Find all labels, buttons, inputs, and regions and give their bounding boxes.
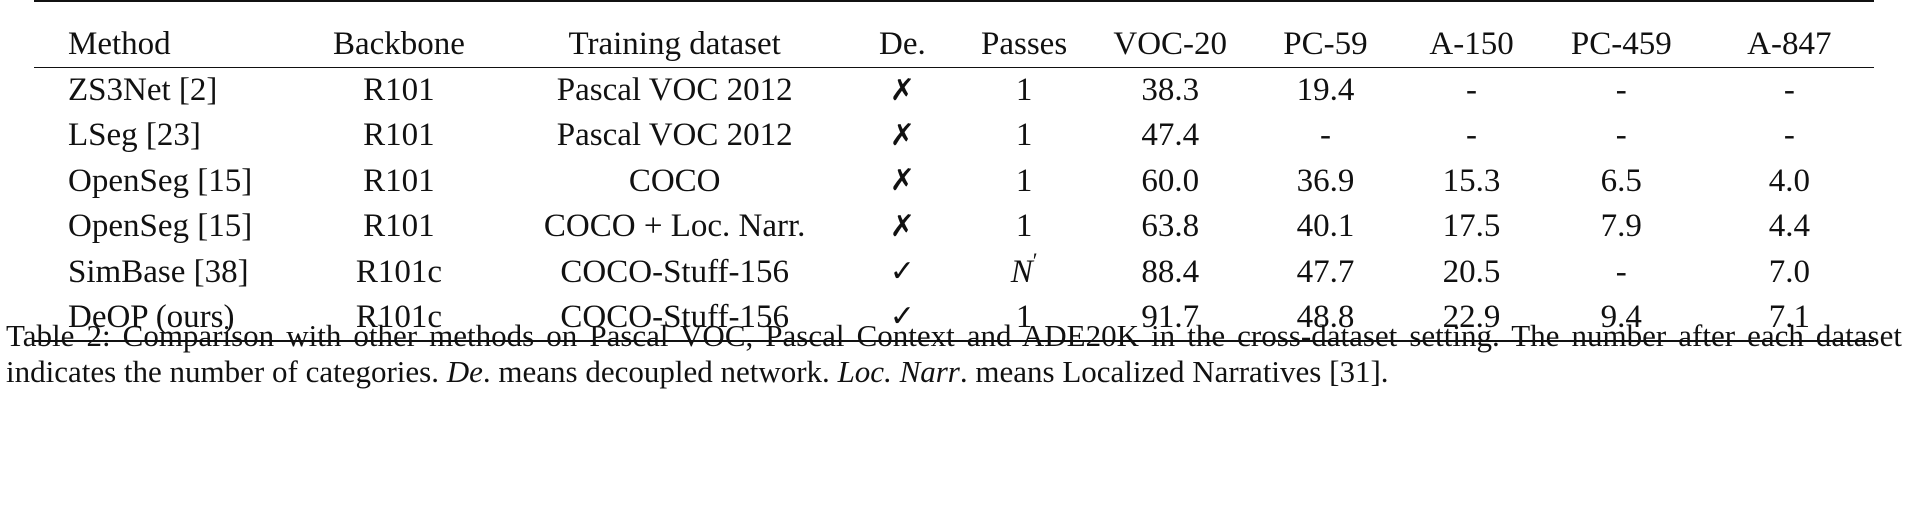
cell-voc20: 88.4 — [1141, 253, 1200, 290]
cell-voc20: 38.3 — [1141, 72, 1200, 108]
cell-dataset: Pascal VOC 2012 — [556, 117, 793, 154]
results-table-container: Method Backbone Training dataset De. Pas… — [34, 0, 1874, 342]
cell-method: OpenSeg [15] — [68, 162, 253, 199]
header-training-dataset: Training dataset — [568, 26, 781, 62]
cell-voc20-best: 91.7 — [1141, 298, 1200, 335]
cell-a847: 4.0 — [1768, 162, 1810, 199]
table-caption: Table 2: Comparison with other methods o… — [6, 318, 1902, 390]
cell-dataset: COCO-Stuff-156 — [560, 298, 789, 335]
cross-mark-icon: ✗ — [889, 72, 915, 108]
cell-voc20: 63.8 — [1141, 208, 1200, 245]
cell-a150-best: 22.9 — [1442, 298, 1501, 335]
header-a150: A-150 — [1429, 26, 1514, 62]
cell-a847: - — [1783, 117, 1795, 154]
cell-backbone: R101 — [363, 117, 435, 154]
cell-pc59-best: 48.8 — [1296, 298, 1355, 335]
header-decoupled: De. — [878, 26, 926, 62]
cell-pc59: 40.1 — [1296, 208, 1355, 245]
results-table: Method Backbone Training dataset De. Pas… — [34, 0, 1874, 342]
cell-backbone: R101c — [355, 298, 442, 335]
cell-backbone: R101 — [363, 208, 435, 245]
check-mark-icon: ✓ — [889, 299, 915, 335]
caption-part-2: . means decoupled network. — [482, 354, 838, 389]
cell-pc59: - — [1319, 117, 1331, 154]
cell-pc459: - — [1615, 117, 1627, 154]
passes-n-prime: N′ — [1010, 249, 1038, 290]
cell-pc459-best: 9.4 — [1600, 298, 1642, 335]
cell-passes: 1 — [1015, 162, 1033, 199]
cell-pc459: - — [1615, 72, 1627, 108]
cell-dataset: COCO + Loc. Narr. — [543, 208, 806, 245]
passes-prime-symbol: ′ — [1032, 247, 1038, 273]
caption-part-1: Table 2: Comparison with other methods o… — [6, 318, 1902, 389]
caption-de-term: De — [446, 354, 483, 389]
header-passes: Passes — [981, 26, 1068, 62]
cell-method: DeOP (ours) — [68, 298, 235, 335]
table-header-row: Method Backbone Training dataset De. Pas… — [34, 1, 1874, 68]
cell-passes: 1 — [1015, 117, 1033, 154]
header-a847: A-847 — [1747, 26, 1832, 62]
header-pc459: PC-459 — [1570, 26, 1672, 62]
cell-backbone: R101c — [355, 253, 442, 290]
cell-a150: - — [1466, 72, 1478, 108]
cell-passes: 1 — [1015, 298, 1033, 335]
cell-backbone: R101 — [363, 72, 435, 108]
table-row: OpenSeg [15] R101 COCO + Loc. Narr. ✗ 1 … — [34, 204, 1874, 250]
cell-pc59: 19.4 — [1296, 72, 1355, 108]
header-voc20: VOC-20 — [1113, 26, 1228, 62]
cell-a847: - — [1783, 72, 1795, 108]
cell-pc59: 47.7 — [1296, 253, 1355, 290]
cross-mark-icon: ✗ — [889, 117, 915, 153]
cell-method: LSeg [23] — [68, 117, 201, 154]
caption-part-3: . means Localized Narratives [31]. — [959, 354, 1389, 389]
cell-pc459: 6.5 — [1600, 162, 1642, 199]
cell-pc459: 7.9 — [1600, 208, 1642, 245]
check-mark-icon: ✓ — [889, 254, 915, 290]
cell-pc59: 36.9 — [1296, 162, 1355, 199]
cell-a847: 4.4 — [1768, 208, 1810, 245]
table-row: LSeg [23] R101 Pascal VOC 2012 ✗ 1 47.4 … — [34, 113, 1874, 159]
cross-mark-icon: ✗ — [889, 208, 915, 244]
cell-voc20: 60.0 — [1141, 162, 1200, 199]
header-backbone: Backbone — [332, 26, 465, 62]
cell-a847: 7.0 — [1768, 253, 1810, 290]
cell-passes: 1 — [1015, 208, 1033, 245]
cell-dataset: COCO — [628, 162, 721, 199]
cell-pc459: - — [1615, 253, 1627, 290]
table-row: DeOP (ours) R101c COCO-Stuff-156 ✓ 1 91.… — [34, 295, 1874, 341]
cell-a150: - — [1466, 117, 1478, 154]
cell-a150: 20.5 — [1442, 253, 1501, 290]
cell-voc20: 47.4 — [1141, 117, 1200, 154]
header-method: Method — [68, 26, 171, 62]
cell-method: ZS3Net [2] — [68, 72, 218, 108]
header-pc59: PC-59 — [1283, 26, 1368, 62]
cell-method: SimBase [38] — [68, 253, 249, 290]
cell-dataset: Pascal VOC 2012 — [556, 72, 793, 108]
cross-mark-icon: ✗ — [889, 163, 915, 199]
cell-passes: 1 — [1015, 72, 1033, 108]
caption-locnarr-term: Loc. Narr — [837, 354, 960, 389]
cell-a150: 15.3 — [1442, 162, 1501, 199]
table-row: ZS3Net [2] R101 Pascal VOC 2012 ✗ 1 38.3… — [34, 68, 1874, 114]
cell-backbone: R101 — [363, 162, 435, 199]
cell-passes: N′ — [953, 249, 1094, 296]
cell-a847-best: 7.1 — [1768, 298, 1810, 335]
cell-dataset: COCO-Stuff-156 — [560, 253, 789, 290]
cell-a150: 17.5 — [1442, 208, 1501, 245]
table-row: SimBase [38] R101c COCO-Stuff-156 ✓ N′ 8… — [34, 249, 1874, 296]
passes-n-symbol: N — [1010, 253, 1033, 290]
table-row: OpenSeg [15] R101 COCO ✗ 1 60.0 36.9 15.… — [34, 159, 1874, 205]
cell-method: OpenSeg [15] — [68, 208, 253, 245]
